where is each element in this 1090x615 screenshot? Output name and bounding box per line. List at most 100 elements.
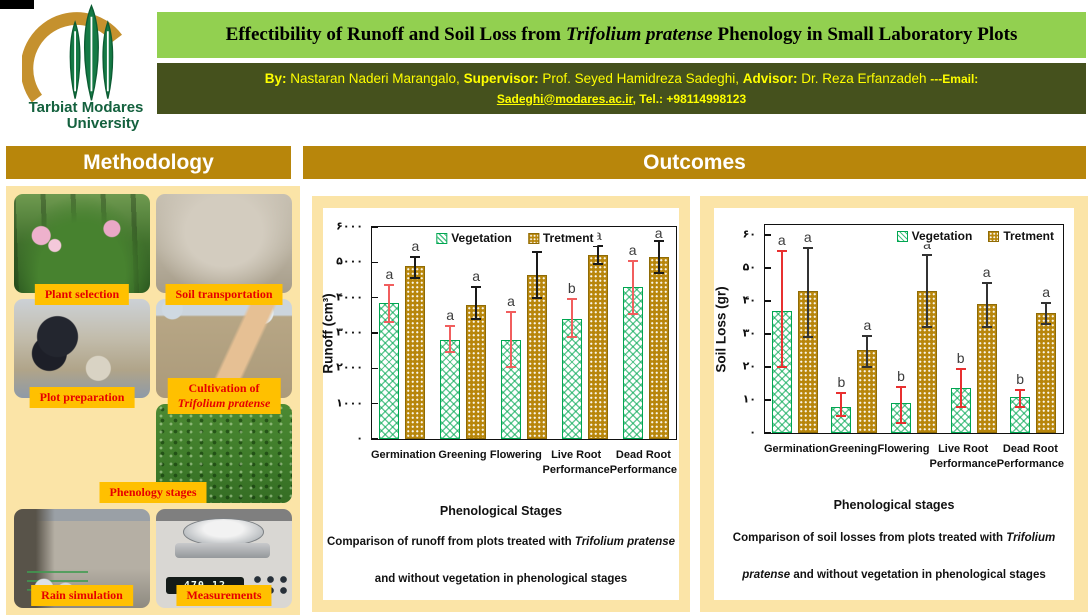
soil-loss-y-axis-title-col: Soil Loss (gr) [712, 224, 730, 434]
errorbar-tretment-0 [414, 257, 417, 279]
soil-loss-caption-species: Trifolium pratense [742, 532, 1056, 581]
y-tick-label: ۶۰ [742, 227, 756, 241]
errorbar-vegetation-2 [900, 386, 902, 424]
errorbar-cap [653, 240, 664, 243]
errorbar-cap [592, 263, 603, 266]
errorbar-cap [922, 253, 932, 256]
errorbar-cap [384, 321, 395, 324]
photo-grid: Plant selection Soil transportation Plot… [14, 194, 292, 608]
advisor-name: Dr. Reza Erfanzadeh [797, 70, 931, 86]
y-tick-label: ۰ [749, 425, 756, 439]
logo-line1: Tarbiat Modares [28, 99, 144, 116]
bar-tretment-2 [527, 274, 547, 439]
photo-cell-cultivation: Cultivation of Trifolium pratense [156, 299, 292, 414]
outcomes-section-header: Outcomes [303, 146, 1086, 179]
sig-letter-tretment-0: a [411, 238, 420, 255]
bar-tretment-1 [466, 304, 487, 439]
y-tick-mark [372, 261, 378, 264]
y-tick-label: ۱۰۰۰ [336, 396, 363, 410]
y-tick-mark [765, 234, 771, 236]
by-name: Nastaran Naderi Marangalo, [286, 70, 464, 86]
label-cultivation-species: Trifolium pratense [177, 396, 271, 410]
legend-item-vegetation: Vegetation [436, 231, 512, 245]
errorbar-cap [653, 271, 664, 274]
sig-letter-vegetation-3: b [567, 280, 576, 297]
bar-tretment-4 [1036, 312, 1057, 433]
sig-letter-vegetation-3: b [956, 349, 965, 366]
errorbar-tretment-2 [536, 251, 538, 298]
errorbar-cap [896, 422, 906, 425]
tel-text: , Tel.: +98114998123 [632, 91, 747, 106]
errorbar-cap [1015, 389, 1026, 392]
legend-label-tretment: Tretment [1003, 229, 1054, 243]
runoff-x-axis-title: Phenological Stages [439, 504, 563, 518]
errorbar-vegetation-4 [631, 260, 634, 314]
errorbar-cap [836, 392, 847, 395]
y-tick-label: ۲۰ [742, 359, 756, 373]
runoff-y-axis-title-col: Runoff (cm³) [319, 226, 337, 440]
errorbar-cap [410, 256, 421, 259]
bar-vegetation-0 [771, 310, 792, 433]
y-tick-label: ۴۰۰۰ [336, 290, 363, 304]
errorbar-cap [445, 351, 456, 354]
x-category-label: Flowering [489, 449, 542, 461]
errorbar-cap [627, 259, 638, 262]
errorbar-cap [1041, 323, 1052, 326]
soil-loss-legend: Vegetation Tretment [892, 228, 1058, 244]
legend-label-vegetation: Vegetation [451, 231, 512, 245]
photo-cell-soil-transportation: Soil transportation [156, 194, 292, 305]
errorbar-cap [471, 286, 482, 289]
y-tick-label: ۵۰۰۰ [336, 254, 363, 268]
errorbar-vegetation-1 [840, 393, 843, 417]
errorbar-cap [922, 326, 932, 329]
scale-platform [175, 542, 271, 559]
soil-loss-chart-panel: Soil Loss (gr) ۰ ۱۰ ۲۰ ۳۰ ۴۰ ۵۰ ۶۰ Vegetation T… [700, 196, 1088, 612]
methodology-header-label: Methodology [83, 150, 214, 174]
errorbar-cap [532, 250, 542, 253]
sig-letter-tretment-1: a [472, 268, 481, 285]
errorbar-cap [955, 405, 966, 408]
y-tick-label: ۱۰ [742, 392, 756, 406]
x-category-label: Germination [764, 443, 829, 455]
errorbar-cap [1015, 405, 1026, 408]
legend-item-tretment: Tretment [527, 231, 594, 245]
legend-item-tretment: Tretment [988, 229, 1054, 243]
errorbar-cap [566, 335, 577, 338]
errorbar-cap [592, 245, 603, 248]
legend-item-vegetation: Vegetation [896, 229, 972, 243]
errorbar-cap [862, 365, 873, 368]
bar-tretment-3 [976, 304, 997, 433]
runoff-caption: Comparison of runoff from plots treated … [327, 524, 675, 598]
title-prefix: Effectibility of Runoff and Soil Loss fr… [225, 24, 561, 45]
legend-swatch-vegetation [436, 232, 448, 244]
supervisor-name: Prof. Seyed Hamidreza Sadeghi, [538, 70, 743, 86]
errorbar-cap [836, 415, 847, 418]
sig-letter-vegetation-2: b [897, 367, 905, 384]
bar-tretment-3 [587, 255, 608, 439]
x-category-label: Live Root Performance [929, 443, 997, 470]
errorbar-tretment-4 [657, 241, 660, 273]
sig-letter-vegetation-1: b [837, 374, 846, 391]
errorbar-cap [981, 281, 992, 284]
y-tick-mark [765, 399, 771, 401]
errorbar-vegetation-0 [388, 285, 391, 323]
sig-letter-tretment-3: a [982, 263, 991, 280]
bar-vegetation-3 [561, 318, 582, 439]
email-link[interactable]: Sadeghi@modares.ac.ir [496, 91, 633, 106]
errorbar-vegetation-3 [959, 368, 962, 407]
label-cultivation: Cultivation of Trifolium pratense [167, 378, 281, 414]
errorbar-vegetation-4 [1019, 390, 1022, 407]
errorbar-vegetation-0 [780, 251, 783, 367]
x-category-label: Germination [371, 449, 436, 461]
authors-line2: Sadeghi@modares.ac.ir, Tel.: +9811499812… [497, 89, 746, 109]
by-label: By: [264, 70, 287, 86]
errorbar-vegetation-3 [570, 299, 573, 337]
label-cultivation-line1: Cultivation of [188, 381, 260, 395]
legend-swatch-tretment [527, 232, 539, 244]
label-rain-simulation: Rain simulation [31, 585, 133, 606]
bar-vegetation-1 [831, 406, 852, 433]
top-left-mark [0, 0, 34, 9]
university-logo: Tarbiat Modares University [12, 4, 160, 144]
label-measurements: Measurements [176, 585, 272, 606]
